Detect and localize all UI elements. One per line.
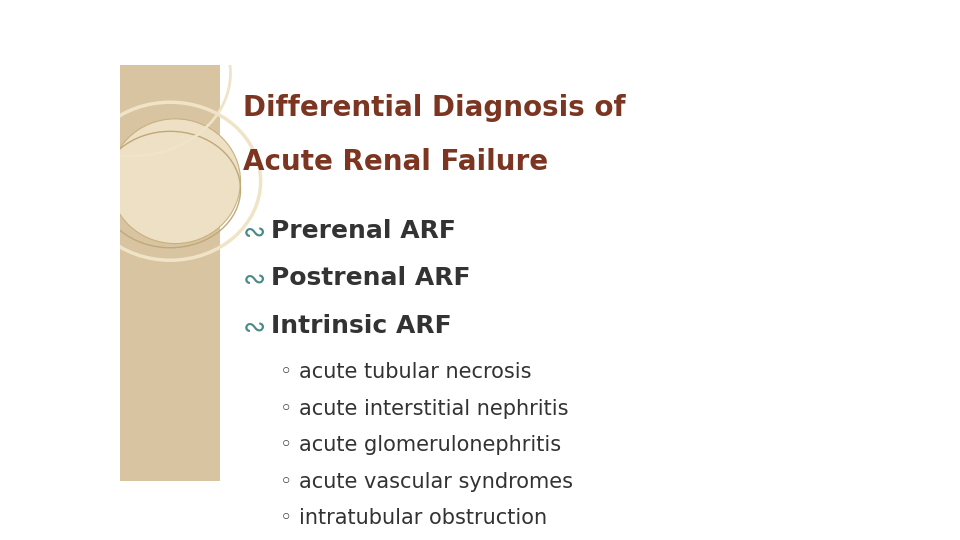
Text: ∾: ∾ [243,266,266,294]
Text: Differential Diagnosis of: Differential Diagnosis of [243,94,625,122]
Text: Postrenal ARF: Postrenal ARF [271,266,470,291]
Text: ◦ intratubular obstruction: ◦ intratubular obstruction [280,509,547,529]
Text: ◦ acute interstitial nephritis: ◦ acute interstitial nephritis [280,399,568,418]
Text: ◦ acute tubular necrosis: ◦ acute tubular necrosis [280,362,532,382]
Text: Intrinsic ARF: Intrinsic ARF [271,314,451,338]
Text: ◦ acute glomerulonephritis: ◦ acute glomerulonephritis [280,435,561,455]
Text: ∾: ∾ [243,219,266,247]
FancyBboxPatch shape [120,65,221,481]
Text: Prerenal ARF: Prerenal ARF [271,219,456,242]
Text: Acute Renal Failure: Acute Renal Failure [243,148,548,176]
Ellipse shape [110,119,241,244]
Text: ◦ acute vascular syndromes: ◦ acute vascular syndromes [280,472,573,492]
Text: ∾: ∾ [243,314,266,342]
